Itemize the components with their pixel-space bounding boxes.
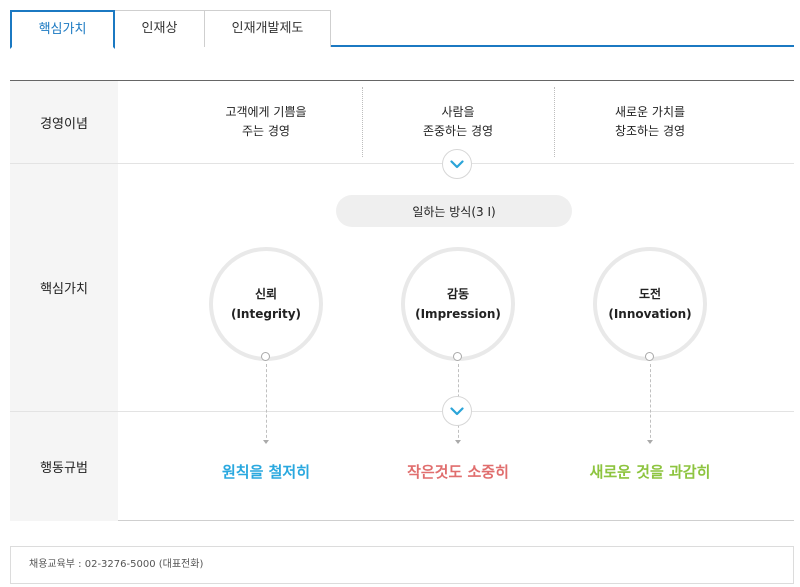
ideal-create-value: 새로운 가치를 창조하는 경영 (565, 103, 735, 141)
value-ring-integrity: 신뢰 (Integrity) (206, 244, 326, 364)
ideal-customer-joy: 고객에게 기쁨을 주는 경영 (181, 103, 351, 141)
rule-integrity: 원칙을 철저히 (221, 463, 311, 481)
row-divider (10, 411, 794, 412)
work-method-pill: 일하는 방식(3 I) (336, 195, 572, 227)
column-divider (362, 87, 363, 157)
row-header-management-ideology: 경영이념 (10, 81, 118, 163)
value-english: (Impression) (415, 307, 501, 321)
value-english: (Innovation) (608, 307, 692, 321)
ideal-line: 주는 경영 (242, 124, 290, 138)
arrow-down-icon (263, 440, 269, 444)
row-header-core-values: 핵심가치 (10, 163, 118, 411)
ideal-line: 존중하는 경영 (422, 124, 494, 138)
arrow-down-icon (455, 440, 461, 444)
connector-line (650, 364, 651, 443)
ideal-line: 창조하는 경영 (614, 124, 686, 138)
rule-impression: 작은것도 소중히 (407, 463, 509, 481)
core-values-table: 경영이념 핵심가치 행동규범 고객에게 기쁨을 주는 경영 사람을 존중하는 경… (10, 80, 794, 521)
chevron-down-icon (442, 396, 472, 426)
connector-dot (453, 352, 462, 361)
ideal-line: 사람을 (441, 105, 475, 119)
value-ring-innovation: 도전 (Innovation) (590, 244, 710, 364)
column-divider (554, 87, 555, 157)
row-divider (10, 163, 794, 164)
connector-dot (645, 352, 654, 361)
value-name: 신뢰 (254, 287, 278, 301)
value-name: 도전 (638, 287, 662, 301)
value-name: 감동 (446, 287, 470, 301)
connector-line (266, 364, 267, 443)
value-english: (Integrity) (230, 307, 302, 321)
arrow-down-icon (647, 440, 653, 444)
ideal-respect-people: 사람을 존중하는 경영 (373, 103, 543, 141)
tab-core-values[interactable]: 핵심가치 (10, 10, 115, 49)
rule-innovation: 새로운 것을 과감히 (589, 463, 711, 481)
ideal-line: 새로운 가치를 (614, 105, 686, 119)
contact-footer: 채용교육부 : 02-3276-5000 (대표전화) (10, 546, 794, 584)
ideal-line: 고객에게 기쁨을 (225, 105, 307, 119)
chevron-down-icon (442, 149, 472, 179)
tab-bar: 핵심가치 인재상 인재개발제도 (10, 10, 794, 49)
tab-talent-profile[interactable]: 인재상 (114, 10, 205, 47)
tab-talent-development[interactable]: 인재개발제도 (204, 10, 331, 47)
value-ring-impression: 감동 (Impression) (398, 244, 518, 364)
row-header-code-of-conduct: 행동규범 (10, 411, 118, 521)
connector-dot (261, 352, 270, 361)
